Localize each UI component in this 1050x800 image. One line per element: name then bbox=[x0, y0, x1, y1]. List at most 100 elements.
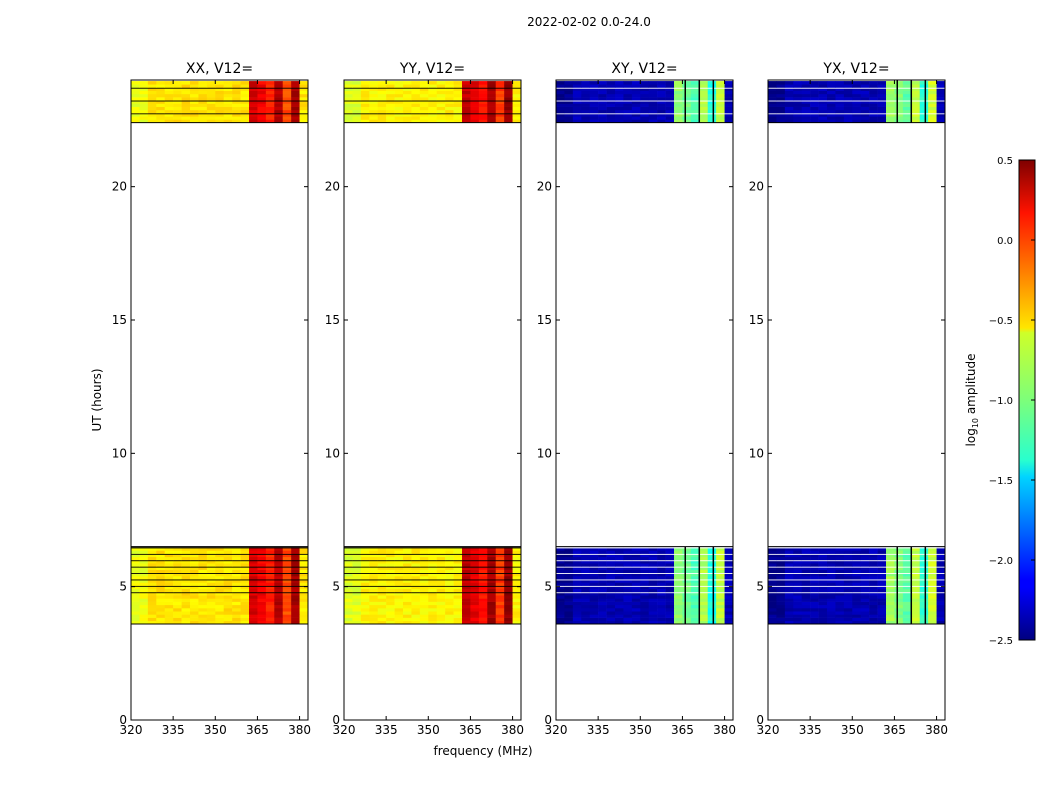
heatmap-cell bbox=[249, 566, 258, 570]
heatmap-cell bbox=[682, 106, 692, 111]
heatmap-cell bbox=[462, 601, 471, 606]
heatmap-cell bbox=[615, 87, 624, 91]
heatmap-cell bbox=[291, 556, 300, 561]
heatmap-cell bbox=[674, 556, 683, 561]
heatmap-cell bbox=[257, 611, 267, 615]
heatmap-cell bbox=[707, 579, 717, 583]
heatmap-cell bbox=[139, 100, 149, 104]
heatmap-cell bbox=[674, 569, 683, 574]
heatmap-cell bbox=[360, 563, 370, 567]
heatmap-cell bbox=[716, 556, 725, 561]
heatmap-cell bbox=[665, 569, 675, 574]
heatmap-cell bbox=[470, 84, 480, 88]
heatmap-cell bbox=[784, 81, 794, 85]
heatmap-cell bbox=[206, 620, 216, 625]
heatmap-cell bbox=[801, 84, 811, 88]
heatmap-cell bbox=[299, 556, 309, 561]
heatmap-cell bbox=[674, 87, 683, 91]
heatmap-cell bbox=[699, 588, 709, 593]
heatmap-cell bbox=[419, 601, 429, 606]
heatmap-cell bbox=[299, 547, 309, 551]
heatmap-cell bbox=[919, 572, 929, 577]
heatmap-cell bbox=[206, 569, 216, 574]
heatmap-cell bbox=[453, 563, 463, 567]
heatmap-cell bbox=[215, 550, 225, 554]
heatmap-cell bbox=[699, 604, 709, 609]
heatmap-cell bbox=[198, 547, 208, 551]
heatmap-cell bbox=[147, 119, 157, 123]
heatmap-cell bbox=[445, 588, 454, 593]
heatmap-cell bbox=[257, 614, 267, 618]
heatmap-cell bbox=[768, 109, 777, 114]
heatmap-cell bbox=[784, 572, 794, 577]
heatmap-cell bbox=[240, 585, 250, 590]
heatmap-cell bbox=[928, 547, 937, 551]
heatmap-cell bbox=[674, 588, 683, 593]
heatmap-cell bbox=[606, 109, 616, 114]
heatmap-cell bbox=[394, 113, 404, 117]
heatmap-cell bbox=[428, 569, 438, 574]
heatmap-cell bbox=[827, 617, 836, 622]
heatmap-cell bbox=[403, 119, 412, 123]
heatmap-cell bbox=[564, 116, 574, 120]
heatmap-cell bbox=[495, 569, 505, 574]
heatmap-cell bbox=[657, 569, 666, 574]
heatmap-cell bbox=[835, 617, 845, 622]
heatmap-cell bbox=[810, 560, 819, 564]
heatmap-cell bbox=[776, 87, 786, 91]
heatmap-cell bbox=[776, 103, 786, 107]
heatmap-cell bbox=[589, 560, 599, 564]
heatmap-cell bbox=[776, 595, 786, 599]
heatmap-cell bbox=[173, 620, 182, 625]
heatmap-cell bbox=[215, 103, 225, 107]
heatmap-cell bbox=[291, 579, 300, 583]
heatmap-cell bbox=[640, 572, 650, 577]
heatmap-cell bbox=[139, 620, 149, 625]
heatmap-cell bbox=[564, 97, 574, 101]
heatmap-cell bbox=[164, 87, 174, 91]
heatmap-cell bbox=[886, 582, 895, 586]
heatmap-cell bbox=[445, 119, 454, 123]
heatmap-cell bbox=[377, 103, 387, 107]
heatmap-cell bbox=[606, 84, 616, 88]
heatmap-cell bbox=[232, 569, 241, 574]
heatmap-cell bbox=[198, 611, 208, 615]
flagged-row bbox=[768, 585, 945, 587]
heatmap-cell bbox=[487, 547, 497, 551]
heatmap-cell bbox=[623, 611, 633, 615]
heatmap-cell bbox=[894, 588, 904, 593]
heatmap-cell bbox=[827, 566, 836, 570]
heatmap-cell bbox=[843, 560, 853, 564]
heatmap-cell bbox=[768, 620, 777, 625]
heatmap-cell bbox=[911, 595, 921, 599]
heatmap-cell bbox=[190, 116, 199, 120]
heatmap-cell bbox=[249, 553, 258, 558]
heatmap-cell bbox=[299, 608, 309, 612]
heatmap-cell bbox=[478, 100, 488, 104]
heatmap-cell bbox=[411, 87, 421, 91]
heatmap-cell bbox=[156, 582, 166, 586]
heatmap-cell bbox=[674, 595, 683, 599]
heatmap-cell bbox=[589, 109, 599, 114]
heatmap-cell bbox=[249, 569, 258, 574]
heatmap-cell bbox=[403, 563, 412, 567]
heatmap-cell bbox=[581, 119, 591, 123]
heatmap-cell bbox=[445, 84, 454, 88]
heatmap-cell bbox=[581, 97, 591, 101]
heatmap-cell bbox=[615, 592, 624, 596]
heatmap-cell bbox=[291, 620, 300, 625]
heatmap-cell bbox=[478, 614, 488, 618]
heatmap-cell bbox=[139, 97, 149, 101]
heatmap-cell bbox=[215, 592, 225, 596]
heatmap-cell bbox=[386, 595, 395, 599]
heatmap-cell bbox=[699, 620, 709, 625]
flagged-row bbox=[344, 87, 521, 89]
heatmap-cell bbox=[564, 576, 574, 580]
heatmap-cell bbox=[631, 576, 641, 580]
heatmap-cell bbox=[344, 93, 353, 98]
heatmap-cell bbox=[344, 81, 353, 85]
heatmap-cell bbox=[190, 598, 199, 602]
heatmap-cell bbox=[818, 608, 828, 612]
heatmap-cell bbox=[164, 84, 174, 88]
heatmap-cell bbox=[682, 592, 692, 596]
